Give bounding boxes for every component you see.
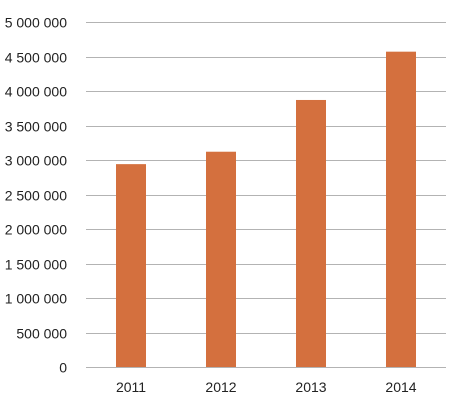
bars: [116, 51, 416, 368]
y-tick-label: 0: [59, 360, 67, 376]
x-tick-label: 2013: [295, 379, 326, 395]
y-tick-label: 2 000 000: [5, 222, 67, 238]
bar-2014: [386, 51, 416, 368]
y-axis-tick-labels: 0 500 000 1 000 000 1 500 000 2 000 000 2 500…: [5, 15, 68, 376]
y-tick-label: 1 000 000: [5, 291, 67, 307]
y-tick-label: 4 500 000: [5, 50, 67, 66]
bar-2012: [206, 151, 236, 367]
y-tick-label: 2 500 000: [5, 188, 67, 204]
x-tick-label: 2014: [385, 379, 416, 395]
y-tick-label: 1 500 000: [5, 257, 67, 273]
y-tick-label: 3 500 000: [5, 119, 67, 135]
y-tick-label: 5 000 000: [5, 15, 67, 31]
x-axis-tick-labels: 2011 2012 2013 2014: [116, 379, 417, 395]
x-tick-label: 2011: [116, 379, 146, 395]
y-tick-label: 4 000 000: [5, 84, 67, 100]
y-tick-label: 3 000 000: [5, 153, 67, 169]
y-tick-label: 500 000: [16, 326, 67, 342]
x-tick-label: 2012: [205, 379, 236, 395]
bar-2011: [116, 164, 146, 367]
bar-2013: [296, 99, 326, 367]
